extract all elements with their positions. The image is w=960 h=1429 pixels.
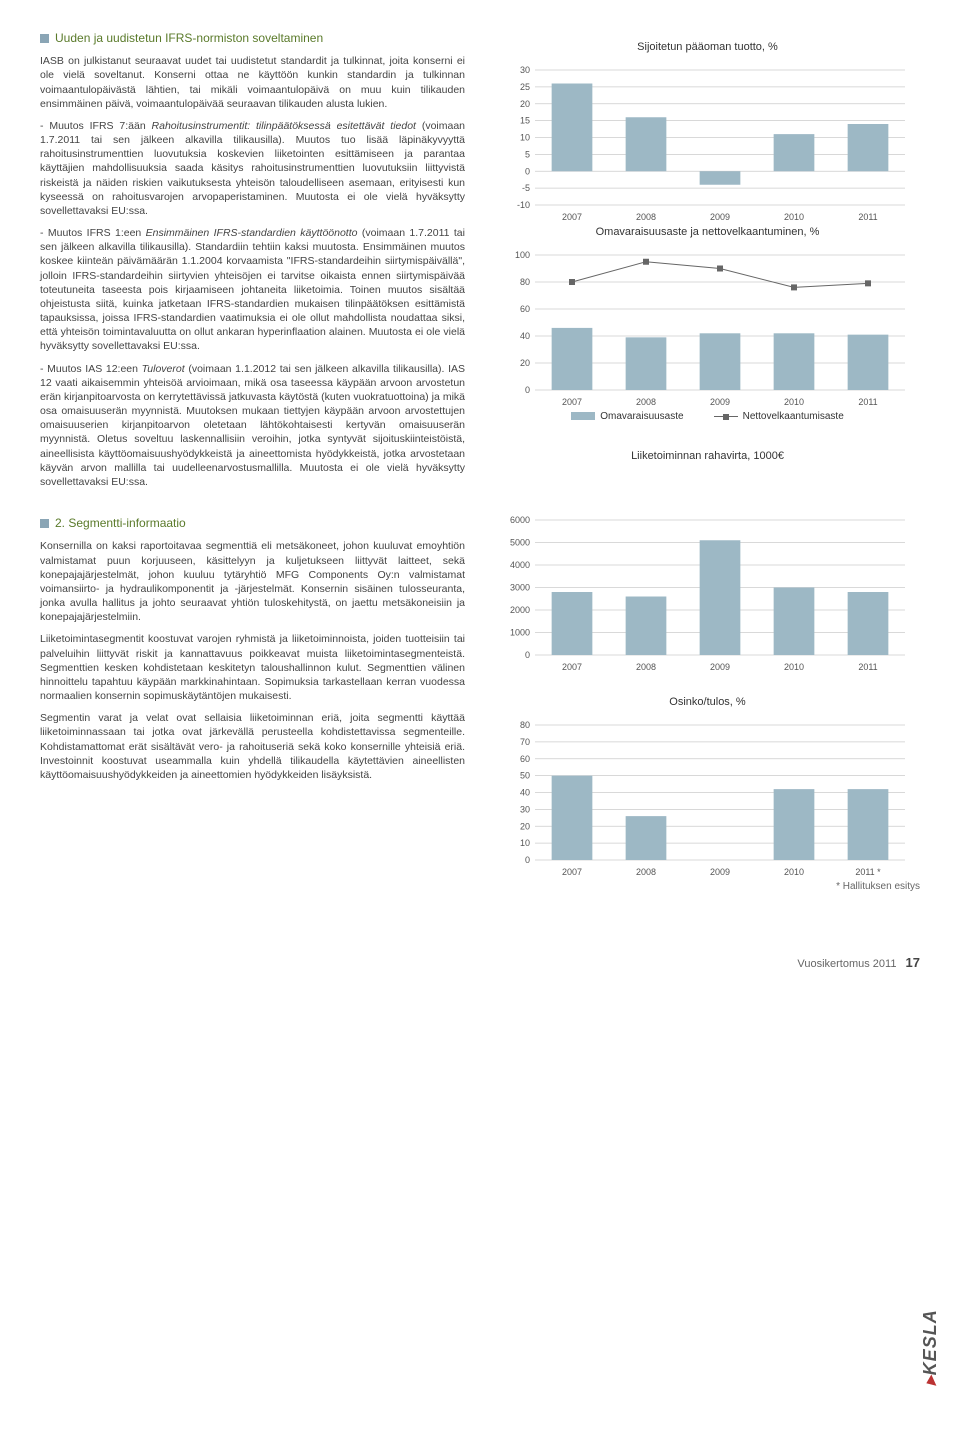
paragraph: Liiketoimintasegmentit koostuvat varojen… [40,632,465,703]
svg-text:3000: 3000 [510,583,530,593]
paragraph: Konsernilla on kaksi raportoitavaa segme… [40,539,465,624]
svg-text:2010: 2010 [784,212,804,222]
svg-text:0: 0 [525,385,530,395]
svg-text:2009: 2009 [710,867,730,877]
svg-text:2011 *: 2011 * [855,867,881,877]
svg-text:10: 10 [520,132,530,142]
paragraph: - Muutos IFRS 7:ään Rahoitusinstrumentit… [40,119,465,218]
heading-text: 2. Segmentti-informaatio [55,515,186,531]
svg-text:50: 50 [520,771,530,781]
svg-text:2008: 2008 [636,867,656,877]
svg-text:100: 100 [515,250,530,260]
svg-text:2009: 2009 [710,212,730,222]
svg-text:15: 15 [520,115,530,125]
svg-text:60: 60 [520,304,530,314]
chart3-title: Liiketoiminnan rahavirta, 1000€ [495,449,920,464]
svg-text:5000: 5000 [510,538,530,548]
chart4-title: Osinko/tulos, % [495,695,920,710]
paragraph: Segmentin varat ja velat ovat sellaisia … [40,711,465,782]
body-text-block-1: IASB on julkistanut seuraavat uudet tai … [40,54,465,489]
svg-text:2011: 2011 [858,662,877,672]
footer-ref: Vuosikertomus 2011 [797,958,896,970]
paragraph: - Muutos IAS 12:een Tuloverot (voimaan 1… [40,362,465,490]
svg-text:0: 0 [525,855,530,865]
svg-text:2000: 2000 [510,605,530,615]
svg-text:2010: 2010 [784,867,804,877]
svg-text:2007: 2007 [562,867,582,877]
svg-text:2011: 2011 [858,397,877,407]
legend-label: Omavaraisuusaste [600,410,683,424]
svg-text:-10: -10 [517,200,530,210]
svg-text:4000: 4000 [510,560,530,570]
legend-swatch-bar [571,412,595,420]
chart1-title: Sijoitetun pääoman tuotto, % [495,40,920,55]
svg-text:2009: 2009 [710,662,730,672]
svg-text:10: 10 [520,838,530,848]
svg-text:5: 5 [525,149,530,159]
paragraph: IASB on julkistanut seuraavat uudet tai … [40,54,465,111]
svg-text:2009: 2009 [710,397,730,407]
body-text-block-2: Konsernilla on kaksi raportoitavaa segme… [40,539,465,782]
svg-text:2007: 2007 [562,212,582,222]
chart4: 0102030405060708020072008200920102011 * [495,720,920,870]
svg-text:40: 40 [520,788,530,798]
svg-text:2008: 2008 [636,662,656,672]
svg-text:30: 30 [520,65,530,75]
svg-text:80: 80 [520,720,530,730]
svg-text:20: 20 [520,99,530,109]
heading-text: Uuden ja uudistetun IFRS-normiston sovel… [55,30,323,46]
chart1: -10-505101520253020072008200920102011 [495,65,920,215]
logo-text: KESLA [920,1309,940,1375]
chart2-title: Omavaraisuusaste ja nettovelkaantuminen,… [495,225,920,240]
page-footer: Vuosikertomus 2011 17 [797,954,920,972]
svg-text:60: 60 [520,754,530,764]
svg-text:0: 0 [525,166,530,176]
brand-logo: ▸KESLA [918,1309,942,1385]
legend-nettovelka: Nettovelkaantumisaste [714,410,844,424]
svg-text:30: 30 [520,804,530,814]
svg-text:40: 40 [520,331,530,341]
svg-text:2007: 2007 [562,397,582,407]
svg-text:20: 20 [520,821,530,831]
page-number: 17 [906,955,920,970]
section-heading-segment: 2. Segmentti-informaatio [40,515,465,531]
svg-text:2007: 2007 [562,662,582,672]
chart4-footnote: * Hallituksen esitys [495,880,920,894]
section-heading-ifrs: Uuden ja uudistetun IFRS-normiston sovel… [40,30,465,46]
svg-text:1000: 1000 [510,628,530,638]
chart3: 0100020003000400050006000200720082009201… [495,515,920,665]
svg-text:25: 25 [520,82,530,92]
legend-label: Nettovelkaantumisaste [743,410,844,424]
svg-text:70: 70 [520,737,530,747]
logo-chevron-icon: ▸ [920,1375,940,1385]
chart2-legend: Omavaraisuusaste Nettovelkaantumisaste [495,410,920,424]
legend-omavaraisuus: Omavaraisuusaste [571,410,683,424]
chart2: 02040608010020072008200920102011 [495,250,920,400]
svg-text:80: 80 [520,277,530,287]
svg-text:2010: 2010 [784,662,804,672]
svg-text:2008: 2008 [636,212,656,222]
svg-text:0: 0 [525,650,530,660]
legend-swatch-line [714,416,738,417]
svg-text:2011: 2011 [858,212,877,222]
svg-text:2010: 2010 [784,397,804,407]
svg-text:20: 20 [520,358,530,368]
svg-text:-5: -5 [522,183,530,193]
svg-text:2008: 2008 [636,397,656,407]
svg-text:6000: 6000 [510,515,530,525]
paragraph: - Muutos IFRS 1:een Ensimmäinen IFRS-sta… [40,226,465,354]
